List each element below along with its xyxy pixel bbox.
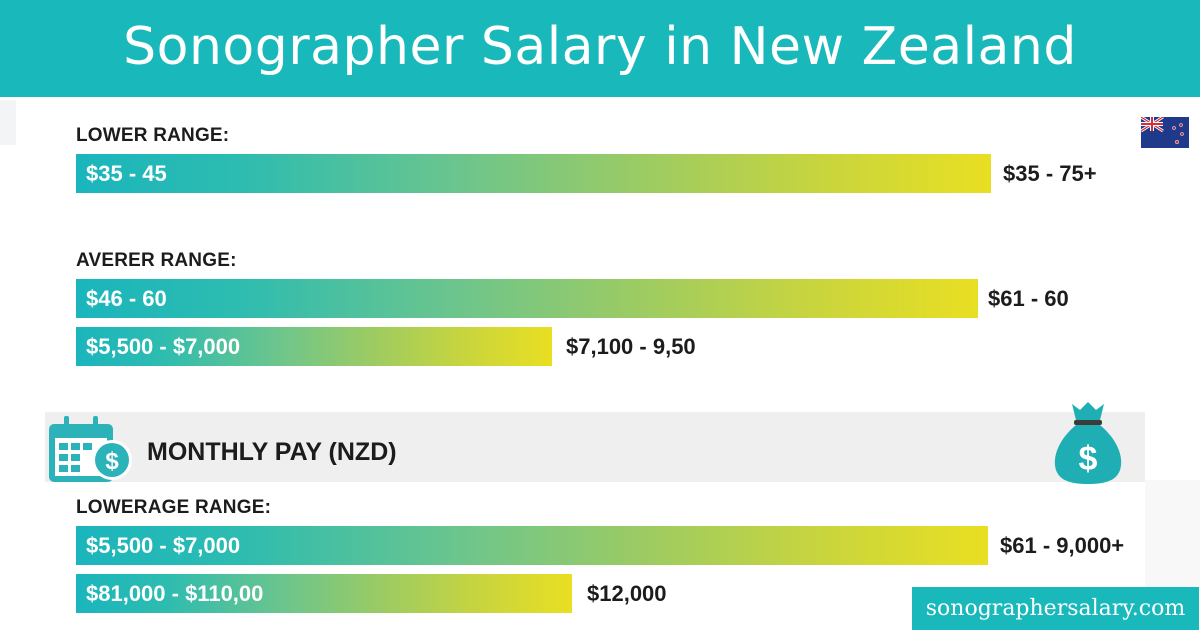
average-range-label: AVERER RANGE:: [76, 250, 237, 271]
monthly-range-bar: $5,500 - $7,000: [76, 526, 988, 565]
monthly-pay-title: MONTHLY PAY (NZD): [147, 438, 397, 466]
average-range-bar-secondary: $5,500 - $7,000: [76, 327, 552, 366]
new-zealand-flag-icon: [1141, 117, 1189, 148]
title-banner: Sonographer Salary in New Zealand: [0, 0, 1200, 97]
lower-range-bar: $35 - 45: [76, 154, 991, 193]
average-range-bar: $46 - 60: [76, 279, 978, 318]
bar-inner-value: $5,500 - $7,000: [86, 333, 241, 359]
lowerage-range-label: LOWERAGE RANGE:: [76, 497, 272, 518]
bar-outer-value: $61 - 9,000+: [1000, 533, 1125, 558]
calendar-dollar-icon: $: [49, 416, 132, 482]
background-panel: [0, 100, 16, 145]
page-title: Sonographer Salary in New Zealand: [123, 16, 1077, 77]
bar-inner-value: $5,500 - $7,000: [86, 532, 241, 558]
bar-inner-value: $81,000 - $110,00: [86, 580, 264, 606]
monthly-range-bar-secondary: $81,000 - $110,00: [76, 574, 572, 613]
bar-outer-value: $35 - 75+: [1003, 161, 1097, 186]
money-bag-icon: $: [1054, 402, 1122, 484]
svg-text:$: $: [1079, 440, 1098, 478]
lower-range-label: LOWER RANGE:: [76, 125, 230, 146]
bar-inner-value: $46 - 60: [86, 285, 167, 311]
website-url: sonographersalary.com: [925, 596, 1186, 621]
bar-outer-value: $61 - 60: [988, 286, 1069, 311]
svg-text:$: $: [105, 448, 119, 475]
background-panel: [1145, 480, 1200, 590]
bar-outer-value: $7,100 - 9,50: [566, 334, 696, 359]
monthly-pay-header-band: [45, 412, 1145, 482]
bar-inner-value: $35 - 45: [86, 160, 167, 186]
bar-outer-value: $12,000: [587, 581, 667, 606]
website-badge: sonographersalary.com: [912, 587, 1199, 630]
